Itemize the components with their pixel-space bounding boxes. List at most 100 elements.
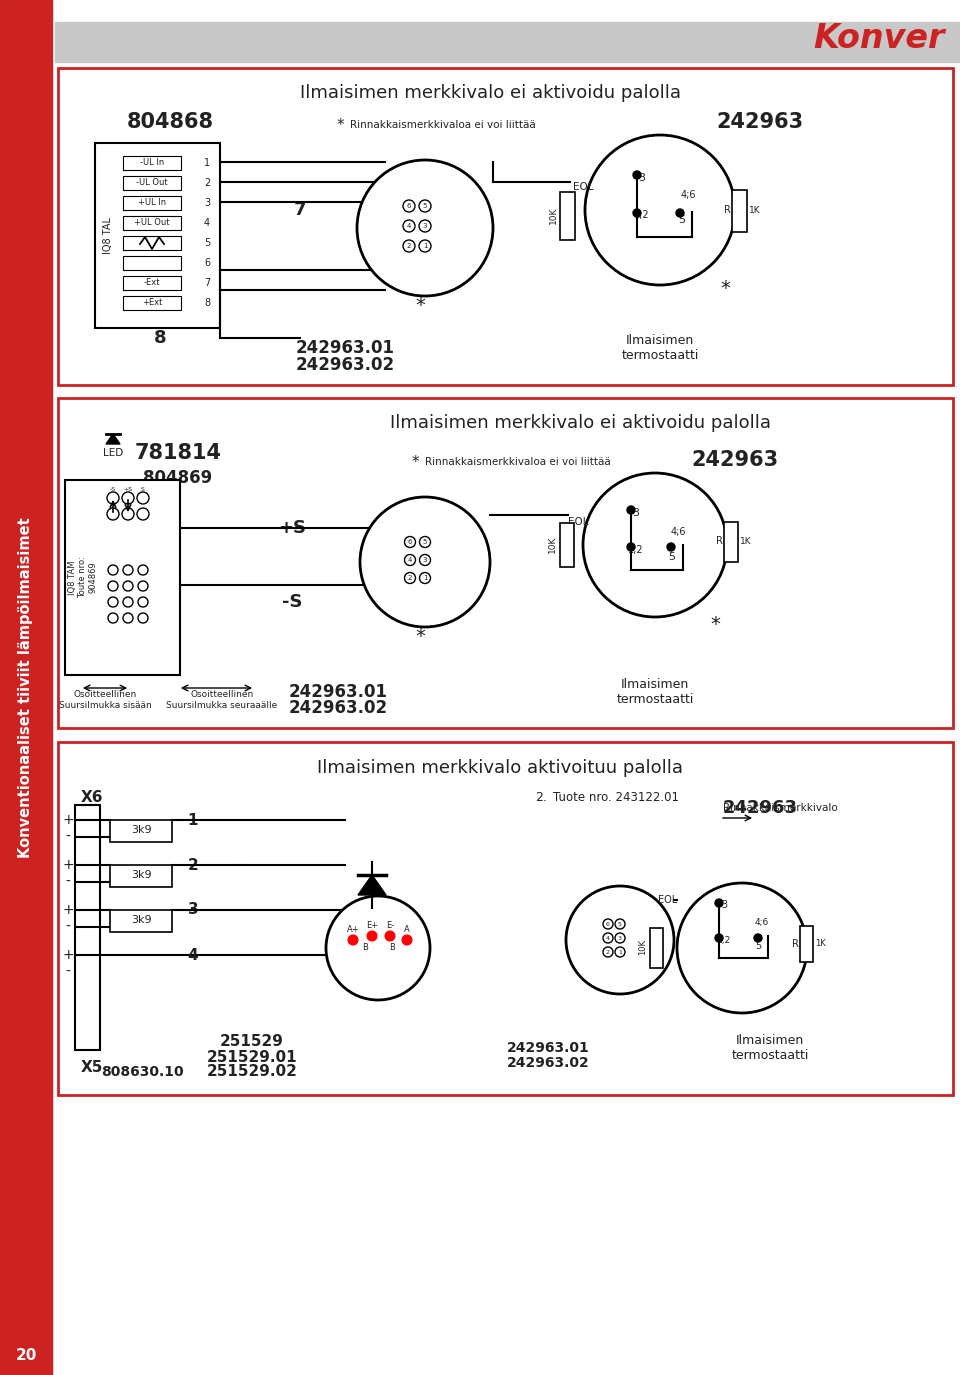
Text: R: R	[724, 205, 731, 214]
FancyBboxPatch shape	[58, 397, 953, 727]
Circle shape	[715, 899, 723, 908]
Circle shape	[122, 507, 134, 520]
Text: Osoitteellinen
Suursilmukka seuraaälle: Osoitteellinen Suursilmukka seuraaälle	[166, 690, 277, 710]
Text: 5: 5	[422, 539, 427, 544]
Text: 1;2: 1;2	[635, 210, 650, 220]
Text: +UL Out: +UL Out	[134, 219, 170, 227]
Bar	[123, 216, 181, 230]
Text: 5: 5	[204, 238, 210, 247]
Text: Konventionaaliset tiiviit lämpöilmaisimet: Konventionaaliset tiiviit lämpöilmaisime…	[18, 517, 34, 858]
Text: 20: 20	[15, 1348, 36, 1363]
Text: 242963.02: 242963.02	[507, 1056, 589, 1070]
Text: A: A	[404, 925, 410, 935]
Text: 251529.01: 251529.01	[206, 1049, 298, 1064]
Text: 3: 3	[422, 223, 427, 230]
Circle shape	[404, 572, 416, 583]
Text: 242963: 242963	[691, 450, 779, 470]
Bar	[732, 190, 747, 232]
Text: -: -	[65, 920, 70, 934]
Circle shape	[566, 886, 674, 994]
Bar	[65, 480, 180, 675]
Text: 781814: 781814	[134, 443, 222, 463]
Text: 242963: 242963	[716, 111, 804, 132]
Text: EOL: EOL	[567, 517, 588, 527]
Text: 3k9: 3k9	[131, 870, 152, 880]
Bar	[110, 865, 172, 887]
Text: -S: -S	[281, 593, 302, 610]
Text: 1;2: 1;2	[628, 544, 644, 556]
Text: Ilmaisimen
termostaatti: Ilmaisimen termostaatti	[732, 1034, 808, 1062]
Text: 3: 3	[422, 557, 427, 562]
Circle shape	[108, 597, 118, 606]
Text: 242963.01: 242963.01	[296, 340, 395, 358]
Text: Ilmaisimen
termostaatti: Ilmaisimen termostaatti	[616, 678, 694, 705]
Circle shape	[419, 199, 431, 212]
Text: Osoitteellinen
Suursilmukka sisään: Osoitteellinen Suursilmukka sisään	[59, 690, 152, 710]
Text: 3: 3	[204, 198, 210, 208]
Circle shape	[633, 209, 641, 217]
Circle shape	[603, 918, 613, 930]
Bar	[123, 155, 181, 170]
Circle shape	[123, 565, 133, 575]
Text: 242963.01: 242963.01	[289, 683, 388, 701]
Circle shape	[326, 896, 430, 1000]
Text: 1K: 1K	[749, 205, 761, 214]
Circle shape	[348, 935, 358, 945]
Bar	[110, 820, 172, 842]
Text: 4;6: 4;6	[670, 527, 685, 538]
Text: -S: -S	[110, 487, 116, 491]
Bar	[123, 197, 181, 210]
Circle shape	[404, 536, 416, 547]
Text: 808630.10: 808630.10	[101, 1066, 183, 1079]
Text: 251529.02: 251529.02	[206, 1064, 298, 1079]
Text: 5: 5	[668, 551, 676, 562]
Text: +: +	[62, 858, 74, 872]
Text: X6: X6	[81, 789, 104, 804]
Text: IQ8 TAM
Toute nro:
904869: IQ8 TAM Toute nro: 904869	[68, 557, 98, 598]
Text: B: B	[389, 943, 395, 953]
Text: Ilmaisimen
termostaatti: Ilmaisimen termostaatti	[621, 334, 699, 362]
Text: 3: 3	[638, 173, 645, 183]
Text: 2: 2	[407, 243, 411, 249]
Polygon shape	[358, 874, 386, 895]
Circle shape	[633, 170, 641, 179]
Text: -: -	[65, 830, 70, 844]
Text: -: -	[65, 874, 70, 890]
Circle shape	[603, 934, 613, 943]
Text: 8: 8	[204, 297, 210, 308]
Bar	[0, 0, 52, 1375]
FancyBboxPatch shape	[58, 742, 953, 1094]
Bar	[110, 910, 172, 932]
Text: Ilmaisimen merkkivalo ei aktivoidu palolla: Ilmaisimen merkkivalo ei aktivoidu palol…	[300, 84, 681, 102]
Circle shape	[360, 953, 370, 962]
Text: 6: 6	[408, 539, 412, 544]
Text: 10K: 10K	[547, 535, 557, 553]
Text: -UL In: -UL In	[140, 158, 164, 166]
Text: Konver: Konver	[813, 22, 945, 55]
Bar	[55, 22, 960, 62]
Text: 242963.02: 242963.02	[296, 356, 395, 374]
Text: Ilmaisimen merkkivalo ei aktivoidu palolla: Ilmaisimen merkkivalo ei aktivoidu palol…	[390, 414, 771, 432]
Circle shape	[387, 953, 397, 962]
Circle shape	[667, 543, 675, 551]
Circle shape	[138, 565, 148, 575]
Circle shape	[137, 507, 149, 520]
Circle shape	[357, 160, 493, 296]
Text: 1: 1	[422, 243, 427, 249]
Circle shape	[676, 209, 684, 217]
Circle shape	[585, 135, 735, 285]
Circle shape	[137, 492, 149, 505]
Text: 5: 5	[679, 214, 685, 226]
Text: 4: 4	[188, 947, 199, 962]
Bar	[123, 296, 181, 309]
Text: LED: LED	[103, 448, 123, 458]
Text: *: *	[415, 627, 425, 645]
Circle shape	[754, 934, 762, 942]
Circle shape	[403, 199, 415, 212]
Text: 2: 2	[408, 575, 412, 582]
Text: +Ext: +Ext	[142, 298, 162, 307]
Bar	[75, 804, 100, 1050]
Text: 4: 4	[407, 223, 411, 230]
Text: B: B	[362, 943, 368, 953]
Text: 1: 1	[422, 575, 427, 582]
